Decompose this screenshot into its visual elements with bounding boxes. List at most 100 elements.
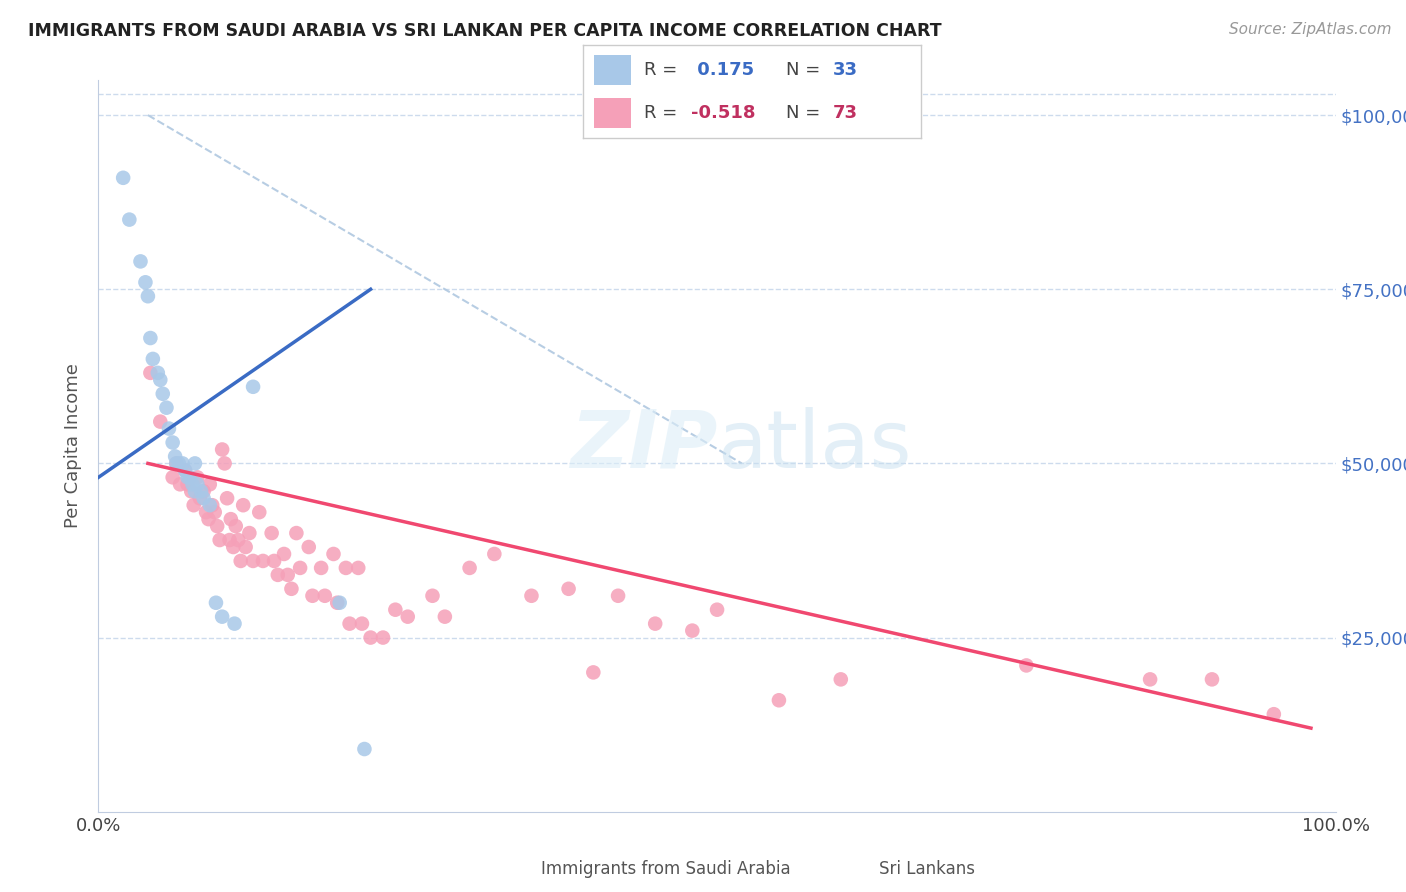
Point [350, 616, 373, 631]
Point [396, 609, 419, 624]
Point [277, 567, 299, 582]
Point [267, 567, 290, 582]
Point [232, 498, 254, 512]
Point [155, 401, 177, 415]
Point [205, 596, 228, 610]
Point [197, 512, 219, 526]
Point [180, 484, 202, 499]
Point [139, 331, 162, 345]
Text: 73: 73 [834, 104, 858, 122]
Point [112, 170, 135, 185]
Point [142, 351, 165, 366]
Point [484, 547, 506, 561]
Point [768, 693, 790, 707]
Point [830, 673, 852, 687]
Text: -0.518: -0.518 [692, 104, 756, 122]
Text: 0.175: 0.175 [692, 61, 755, 78]
Text: IMMIGRANTS FROM SAUDI ARABIA VS SRI LANKAN PER CAPITA INCOME CORRELATION CHART: IMMIGRANTS FROM SAUDI ARABIA VS SRI LANK… [28, 22, 942, 40]
Point [162, 435, 184, 450]
Point [217, 491, 239, 506]
Text: Immigrants from Saudi Arabia: Immigrants from Saudi Arabia [541, 860, 792, 878]
Point [190, 484, 212, 499]
Point [433, 609, 456, 624]
Point [136, 289, 159, 303]
Point [335, 561, 357, 575]
Point [225, 519, 247, 533]
Point [186, 477, 208, 491]
Point [242, 554, 264, 568]
Text: atlas: atlas [717, 407, 911, 485]
Point [146, 366, 169, 380]
Point [181, 477, 204, 491]
Point [174, 463, 197, 477]
Point [162, 470, 184, 484]
Point [169, 477, 191, 491]
Point [353, 742, 375, 756]
Point [165, 457, 187, 471]
Point [247, 505, 270, 519]
Point [149, 373, 172, 387]
Point [242, 380, 264, 394]
Point [201, 498, 224, 512]
Bar [593, 55, 631, 85]
Point [183, 498, 205, 512]
Point [205, 519, 228, 533]
Point [235, 540, 257, 554]
Point [309, 561, 332, 575]
Point [520, 589, 543, 603]
Point [165, 457, 187, 471]
Point [129, 254, 152, 268]
Text: N =: N = [786, 104, 820, 122]
Point [229, 554, 252, 568]
Point [193, 484, 215, 499]
Point [224, 616, 246, 631]
Point [458, 561, 481, 575]
Point [211, 442, 233, 457]
Point [1015, 658, 1038, 673]
Point [582, 665, 605, 680]
Point [198, 498, 221, 512]
Point [288, 561, 311, 575]
Point [188, 491, 211, 506]
Point [184, 457, 207, 471]
Point [371, 631, 394, 645]
Point [322, 547, 344, 561]
Point [134, 275, 156, 289]
Point [298, 540, 321, 554]
Point [285, 526, 308, 541]
Point [219, 512, 242, 526]
Y-axis label: Per Capita Income: Per Capita Income [65, 364, 83, 528]
Text: Sri Lankans: Sri Lankans [879, 860, 974, 878]
Text: R =: R = [644, 104, 678, 122]
Point [186, 470, 208, 484]
Point [644, 616, 666, 631]
Point [222, 540, 245, 554]
Text: N =: N = [786, 61, 820, 78]
Point [260, 526, 283, 541]
Point [263, 554, 285, 568]
Point [198, 477, 221, 491]
Text: ZIP: ZIP [569, 407, 717, 485]
Point [607, 589, 630, 603]
Point [280, 582, 302, 596]
Point [179, 470, 201, 484]
Point [165, 450, 187, 464]
Bar [593, 98, 631, 128]
Point [184, 484, 207, 499]
Point [1263, 707, 1285, 722]
Point [326, 596, 349, 610]
Text: R =: R = [644, 61, 678, 78]
Point [208, 533, 231, 547]
Point [118, 212, 141, 227]
Point [157, 421, 180, 435]
Point [273, 547, 295, 561]
Point [176, 477, 198, 491]
Point [238, 526, 260, 541]
Point [214, 457, 236, 471]
Point [172, 457, 194, 471]
Point [152, 386, 174, 401]
Point [176, 470, 198, 484]
Point [252, 554, 274, 568]
Point [301, 589, 323, 603]
Point [139, 366, 162, 380]
